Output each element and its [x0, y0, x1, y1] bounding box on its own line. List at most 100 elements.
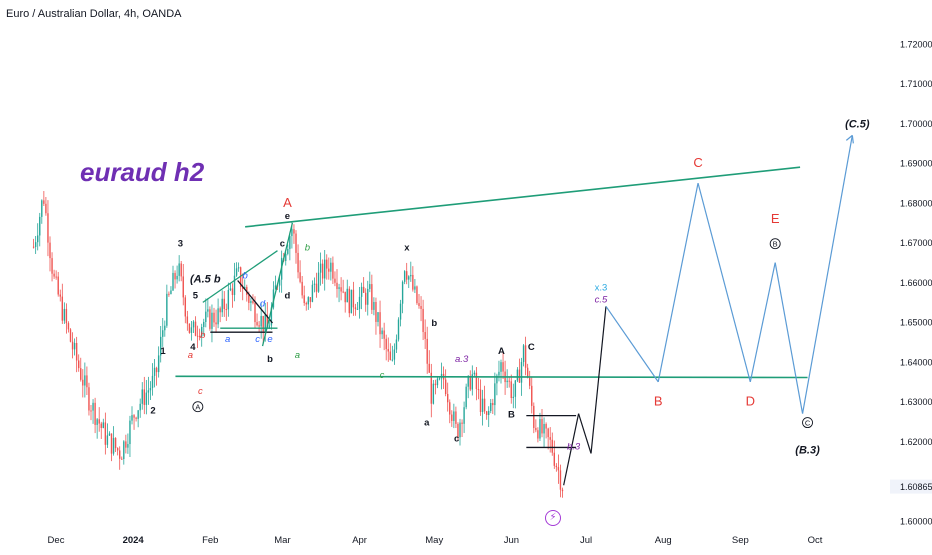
axes: 1.72000 1.71000 1.70000 1.69000 1.68000 1.670… [48, 39, 932, 546]
candle-body [235, 268, 238, 276]
candle-body [157, 355, 160, 373]
candle-body [239, 267, 242, 288]
projection-segment [563, 413, 580, 486]
candle-body [123, 441, 125, 460]
wave-label: (C.5) [845, 118, 870, 130]
projection-path [563, 134, 854, 486]
candle-body [211, 312, 213, 329]
wave-label: c [454, 433, 459, 444]
candle-body [471, 374, 474, 390]
candle-body [395, 339, 398, 350]
candle-body [389, 351, 392, 360]
wave-label: a.3 [455, 354, 469, 365]
wave-label: (B.3) [795, 444, 820, 456]
candle-body [412, 274, 414, 290]
candle-body [506, 380, 508, 383]
candle-body [112, 437, 115, 454]
candle-body [375, 301, 377, 322]
candle-body [362, 286, 365, 293]
projection-segment [774, 262, 804, 414]
candle-body [498, 371, 500, 376]
candle-body [451, 414, 453, 421]
wave-label: a [295, 350, 300, 361]
candle-body [278, 279, 281, 286]
projection-segment [697, 182, 751, 383]
wave-label: B [654, 394, 663, 409]
wave-label: E [771, 211, 780, 226]
wave-label: 5 [193, 290, 199, 301]
candle-body [127, 444, 129, 448]
candle-body [96, 419, 98, 425]
candle-body [59, 294, 61, 297]
candle-body [313, 283, 316, 285]
projection-segment [657, 182, 699, 382]
candle-body [250, 301, 252, 303]
candle-body [266, 314, 269, 329]
candle-body [53, 273, 55, 277]
projection-segment [801, 135, 853, 414]
candle-body [463, 407, 465, 424]
candle-body [303, 295, 305, 304]
y-tick-label: 1.63000 [900, 397, 932, 407]
candle-body [139, 403, 141, 411]
candle-body [381, 330, 383, 335]
candle-body [190, 327, 193, 333]
candle-body [516, 369, 519, 381]
candle-body [330, 262, 332, 272]
candle-body [473, 372, 476, 375]
candle-body [49, 242, 51, 259]
candle-body [215, 322, 217, 325]
candle-body [539, 419, 541, 439]
candle-body [424, 332, 426, 339]
x-tick-label: Jun [504, 535, 519, 546]
candle-body [481, 398, 484, 412]
candle-body [39, 216, 41, 236]
candle-body [94, 402, 96, 425]
candle-body [403, 271, 406, 282]
x-tick-label: Oct [808, 535, 823, 546]
candle-body [43, 200, 45, 204]
candle-body [526, 367, 529, 378]
x-tick-label: Mar [274, 535, 290, 546]
candle-body [520, 361, 523, 383]
candle-body [213, 312, 215, 323]
y-tick-label: 1.66000 [900, 278, 932, 288]
candle-body [80, 368, 82, 380]
candle-body [492, 403, 494, 406]
candle-body [324, 259, 326, 279]
wave-label: b [305, 243, 310, 254]
wave-label: b [431, 318, 437, 329]
candle-body [37, 235, 39, 243]
candle-body [180, 263, 182, 277]
candle-body [221, 298, 223, 313]
symbol-header: Euro / Australian Dollar, 4h, OANDA [6, 8, 182, 20]
candle-body [153, 367, 156, 376]
candle-body [209, 309, 211, 329]
candle-body [391, 359, 394, 361]
wave-labels: 3(A.5 b5124abcabcdebcdeAabcxbaca.3ABCb.3… [150, 118, 869, 456]
candle-body [535, 427, 537, 431]
candle-body [32, 246, 35, 248]
candle-body [170, 290, 172, 295]
x-tick-label: Apr [352, 535, 367, 546]
wave-label: b [242, 271, 247, 282]
candle-body [408, 276, 410, 280]
candle-body [160, 336, 162, 356]
wave-label: x [404, 243, 410, 254]
candle-body [178, 263, 180, 276]
candle-body [385, 338, 387, 350]
candle-body [352, 289, 355, 308]
candle-body [176, 275, 178, 280]
candle-body [410, 274, 412, 277]
x-tick-label: Dec [48, 535, 65, 546]
y-tick-label: 1.60865 [900, 482, 932, 492]
candle-body [192, 321, 195, 328]
wave-label: c [255, 334, 260, 345]
candle-body [57, 276, 59, 295]
candle-body [108, 433, 111, 436]
wave-label: c [380, 370, 385, 381]
candle-body [348, 288, 351, 314]
lightning-bolt-icon[interactable]: ⚡ [545, 510, 561, 526]
